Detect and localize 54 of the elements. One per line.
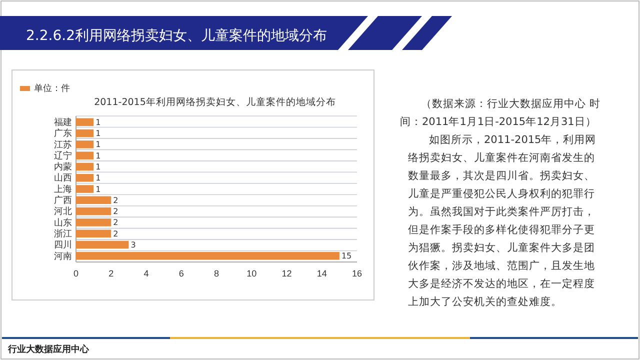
bar <box>76 118 94 126</box>
x-tick-label: 4 <box>144 268 149 278</box>
x-tick-label: 6 <box>178 268 184 278</box>
x-tick-label: 2 <box>108 268 114 278</box>
data-label: 15 <box>341 252 352 261</box>
chart-title: 2.2.6.2利用网络拐卖妇女、儿童案件的地域分布 <box>26 27 327 44</box>
data-label: 2 <box>113 207 118 216</box>
y-tick-label: 辽宁 <box>54 150 72 160</box>
text: 如图所示，2011-2015年，利用网络拐卖妇女、儿童案件在河南省发生的数量最多，其次是四川省。拐卖妇女、儿童是严重侵犯公民人身权利的犯罪行为。虽然我国对于此类案件严厉打击，但是作案手段的多样化使得犯罪分子更为猖獗。拐卖妇女、儿童案件大多是团伙作案，涉及地域、范围广，且发生地大多是经济不发达的地区，在一定程度上加大了公安机关的查处难度。 <box>408 134 596 308</box>
bar <box>76 252 340 260</box>
data-label: 1 <box>96 118 101 127</box>
text: 行业大数据应用中心 <box>7 344 90 355</box>
data-label: 1 <box>96 151 101 160</box>
x-tick-label: 8 <box>214 268 220 278</box>
y-tick-label: 河北 <box>54 206 72 216</box>
y-tick-label: 上海 <box>54 184 72 194</box>
x-tick-label: 16 <box>352 268 362 278</box>
bar <box>76 152 94 160</box>
x-tick-label: 14 <box>316 268 327 278</box>
data-label: 3 <box>130 240 136 250</box>
legend-label: 单位：件 <box>34 83 70 94</box>
bar <box>76 207 112 216</box>
chart-subtitle: 2011-2015年利用网络拐卖妇女、儿童案件的地域分布 <box>94 96 336 108</box>
y-tick-label: 江苏 <box>54 139 72 150</box>
y-tick-label: 河南 <box>54 250 72 261</box>
y-tick-label: 广东 <box>54 128 72 138</box>
data-label: 2 <box>113 229 118 238</box>
y-tick-label: 福建 <box>54 117 72 128</box>
y-tick-label: 内蒙 <box>54 162 72 172</box>
data-label: 2 <box>113 218 118 228</box>
bar <box>76 140 94 148</box>
text: （数据来源：行业大数据应用中心 时间：2011年1月1日-2015年12月31日） <box>400 97 602 130</box>
data-label: 1 <box>96 174 101 183</box>
data-label: 1 <box>96 129 101 138</box>
data-label: 1 <box>96 140 101 150</box>
x-tick-label: 10 <box>246 268 257 278</box>
x-tick-label: 0 <box>73 268 79 278</box>
data-label: 1 <box>96 162 101 172</box>
y-tick-label: 山西 <box>54 172 72 183</box>
bar <box>76 129 94 138</box>
y-tick-label: 四川 <box>54 240 72 250</box>
x-tick-label: 12 <box>282 268 292 278</box>
bar <box>76 174 94 182</box>
bar <box>76 185 94 193</box>
bar <box>76 196 112 204</box>
bar <box>76 240 129 249</box>
bar <box>76 162 94 171</box>
y-tick-label: 广西 <box>54 195 72 206</box>
y-tick-label: 浙江 <box>54 228 72 238</box>
data-label: 2 <box>113 196 118 205</box>
data-label: 1 <box>96 184 101 194</box>
y-tick-label: 山东 <box>54 217 72 228</box>
bar <box>76 230 112 238</box>
bar <box>76 218 112 226</box>
